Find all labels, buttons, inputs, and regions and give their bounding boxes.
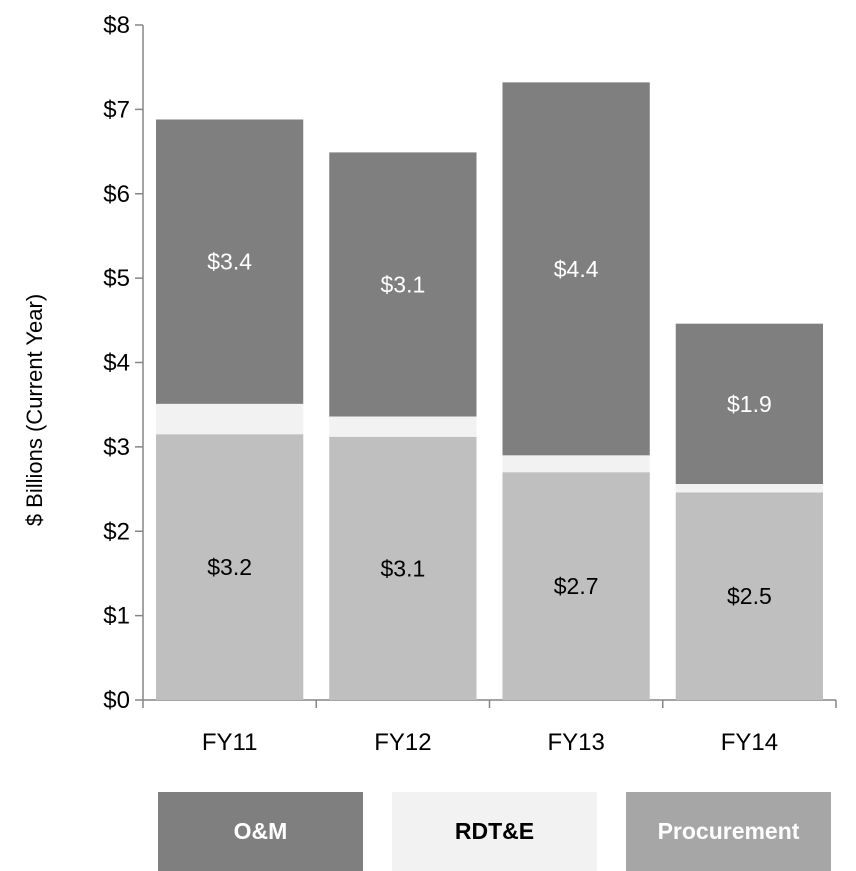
- y-tick-label: $3: [103, 434, 130, 461]
- bar-rdt-e-fy12: [329, 416, 477, 437]
- x-tick-label: FY13: [547, 729, 604, 756]
- legend-procurement: Procurement: [626, 792, 831, 871]
- bar-procurement-fy14: [675, 492, 824, 700]
- stacked-bar-chart: $0 $1 $2 $3 $4 $5 $6 $7 $8 FY11 FY12 FY13 FY14 $3.2…: [22, 12, 837, 756]
- x-tick-label: FY12: [374, 729, 431, 756]
- bar-procurement-fy12: [329, 436, 477, 700]
- data-label: $3.4: [207, 249, 252, 275]
- x-tick-label: FY14: [721, 729, 778, 756]
- data-label: $2.5: [727, 583, 772, 609]
- data-label: $4.4: [554, 256, 599, 282]
- y-tick-label: $1: [103, 603, 130, 630]
- bar-o-m-fy11: [155, 119, 304, 404]
- bar-o-m-fy14: [675, 323, 824, 484]
- data-label: $1.9: [727, 391, 772, 417]
- data-label: $2.7: [554, 573, 599, 599]
- data-label: $3.1: [380, 555, 425, 581]
- y-tick-label: $5: [103, 265, 130, 292]
- data-label: $3.2: [207, 554, 252, 580]
- legend-rdte: RDT&E: [392, 792, 597, 871]
- y-tick-label: $2: [103, 518, 130, 545]
- y-axis-title: $ Billions (Current Year): [22, 294, 47, 526]
- legend-om: O&M: [158, 792, 363, 871]
- bar-procurement-fy13: [502, 472, 650, 700]
- bar-rdt-e-fy13: [502, 455, 650, 473]
- y-tick-label: $6: [103, 181, 130, 208]
- data-labels: $3.2 $3.4 $3.1 $3.1 $2.7 $4.4 $2.5 $1.9: [207, 249, 772, 610]
- legend-procurement-label: Procurement: [657, 818, 800, 844]
- x-axis: FY11 FY12 FY13 FY14: [142, 699, 837, 756]
- legend-rdte-label: RDT&E: [454, 818, 535, 844]
- bar-procurement-fy11: [155, 434, 304, 700]
- x-tick-label: FY11: [202, 729, 258, 756]
- data-label: $3.1: [380, 271, 425, 297]
- bars: [155, 82, 824, 700]
- legend-om-label: O&M: [233, 818, 288, 844]
- bar-rdt-e-fy11: [155, 403, 304, 435]
- y-tick-label: $7: [103, 96, 130, 123]
- y-tick-label: $4: [103, 350, 130, 377]
- y-tick-label: $8: [103, 12, 130, 39]
- bar-rdt-e-fy14: [675, 484, 824, 493]
- bar-o-m-fy13: [502, 82, 650, 456]
- y-axis: $0 $1 $2 $3 $4 $5 $6 $7 $8: [103, 12, 144, 714]
- bar-o-m-fy12: [329, 152, 477, 417]
- y-tick-label: $0: [103, 687, 130, 714]
